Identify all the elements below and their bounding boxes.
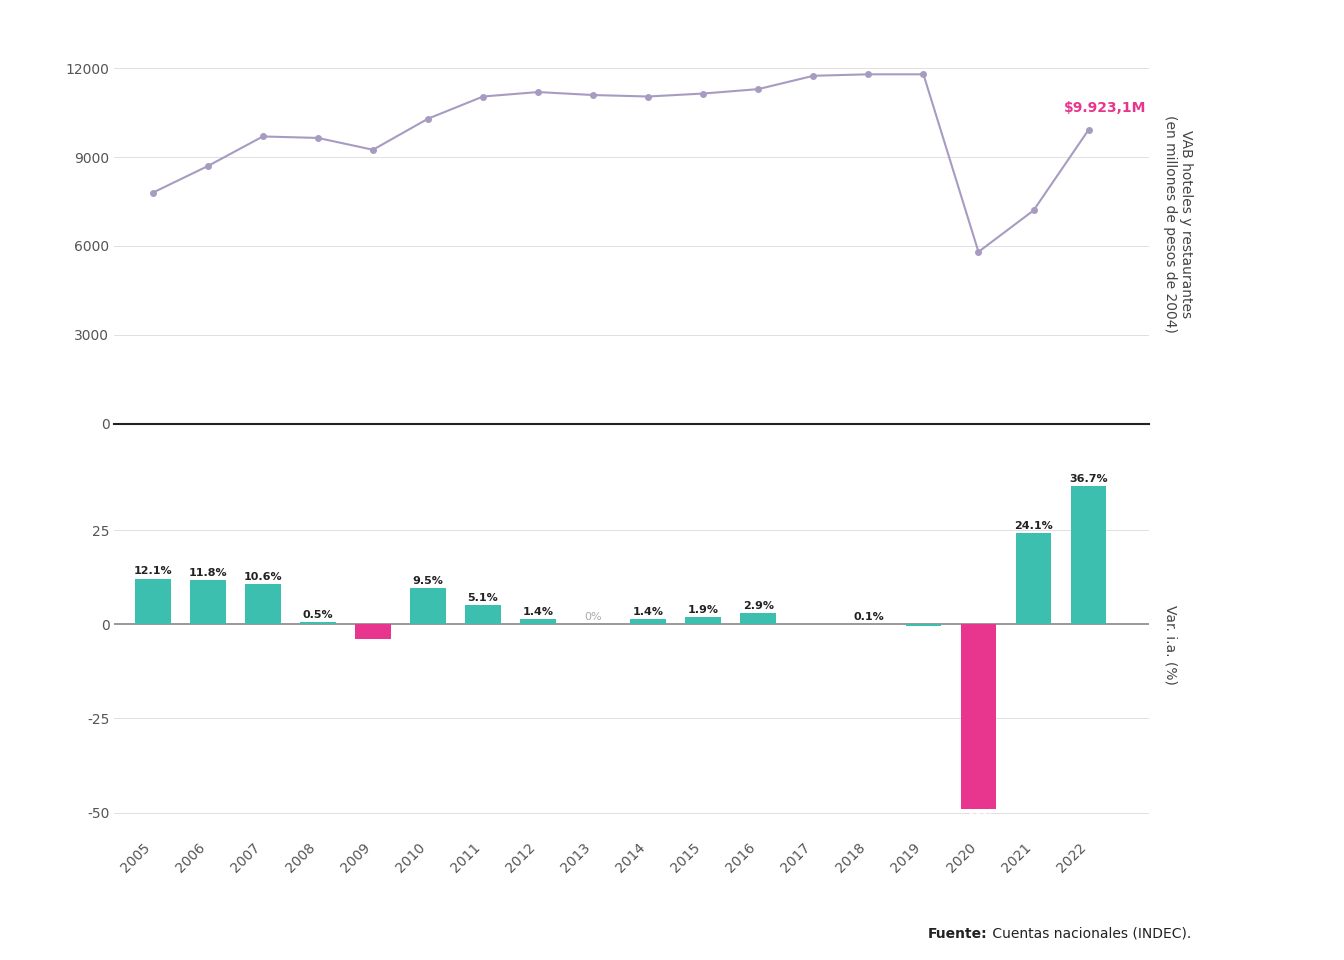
Bar (190, 580, 226, 624)
Bar (685, 617, 722, 624)
Bar (465, 605, 501, 624)
Bar (134, 579, 171, 624)
Bar (410, 588, 446, 624)
Text: 5.1%: 5.1% (468, 592, 499, 603)
Bar (1071, 486, 1106, 624)
Bar (741, 613, 777, 624)
Text: 0.5%: 0.5% (302, 611, 333, 620)
Bar (1016, 534, 1051, 624)
Bar (245, 585, 281, 624)
Bar (300, 622, 336, 624)
Y-axis label: Var. i.a. (%): Var. i.a. (%) (1163, 605, 1177, 684)
Text: Fuente:: Fuente: (927, 926, 986, 941)
Bar (520, 619, 556, 624)
Text: 9.5%: 9.5% (413, 576, 444, 587)
Bar (961, 624, 996, 809)
Bar (630, 619, 667, 624)
Bar (906, 624, 941, 626)
Text: 1.4%: 1.4% (523, 607, 554, 616)
Text: 11.8%: 11.8% (188, 567, 227, 578)
Text: 2.9%: 2.9% (743, 601, 774, 612)
Text: 1.9%: 1.9% (688, 605, 719, 614)
Text: 24.1%: 24.1% (1015, 521, 1052, 531)
Text: 10.6%: 10.6% (243, 572, 282, 582)
Text: -49%: -49% (962, 812, 995, 823)
Text: 0%: 0% (585, 612, 602, 622)
Y-axis label: VAB hoteles y restaurantes
(en millones de pesos de 2004): VAB hoteles y restaurantes (en millones … (1163, 115, 1193, 333)
Text: 36.7%: 36.7% (1070, 473, 1107, 484)
Text: 1.4%: 1.4% (633, 607, 664, 616)
Text: 12.1%: 12.1% (133, 566, 172, 576)
Text: Cuentas nacionales (INDEC).: Cuentas nacionales (INDEC). (988, 926, 1191, 941)
Text: $9.923,1M: $9.923,1M (1064, 101, 1146, 115)
Text: 0.1%: 0.1% (853, 612, 884, 621)
Bar (355, 624, 391, 639)
